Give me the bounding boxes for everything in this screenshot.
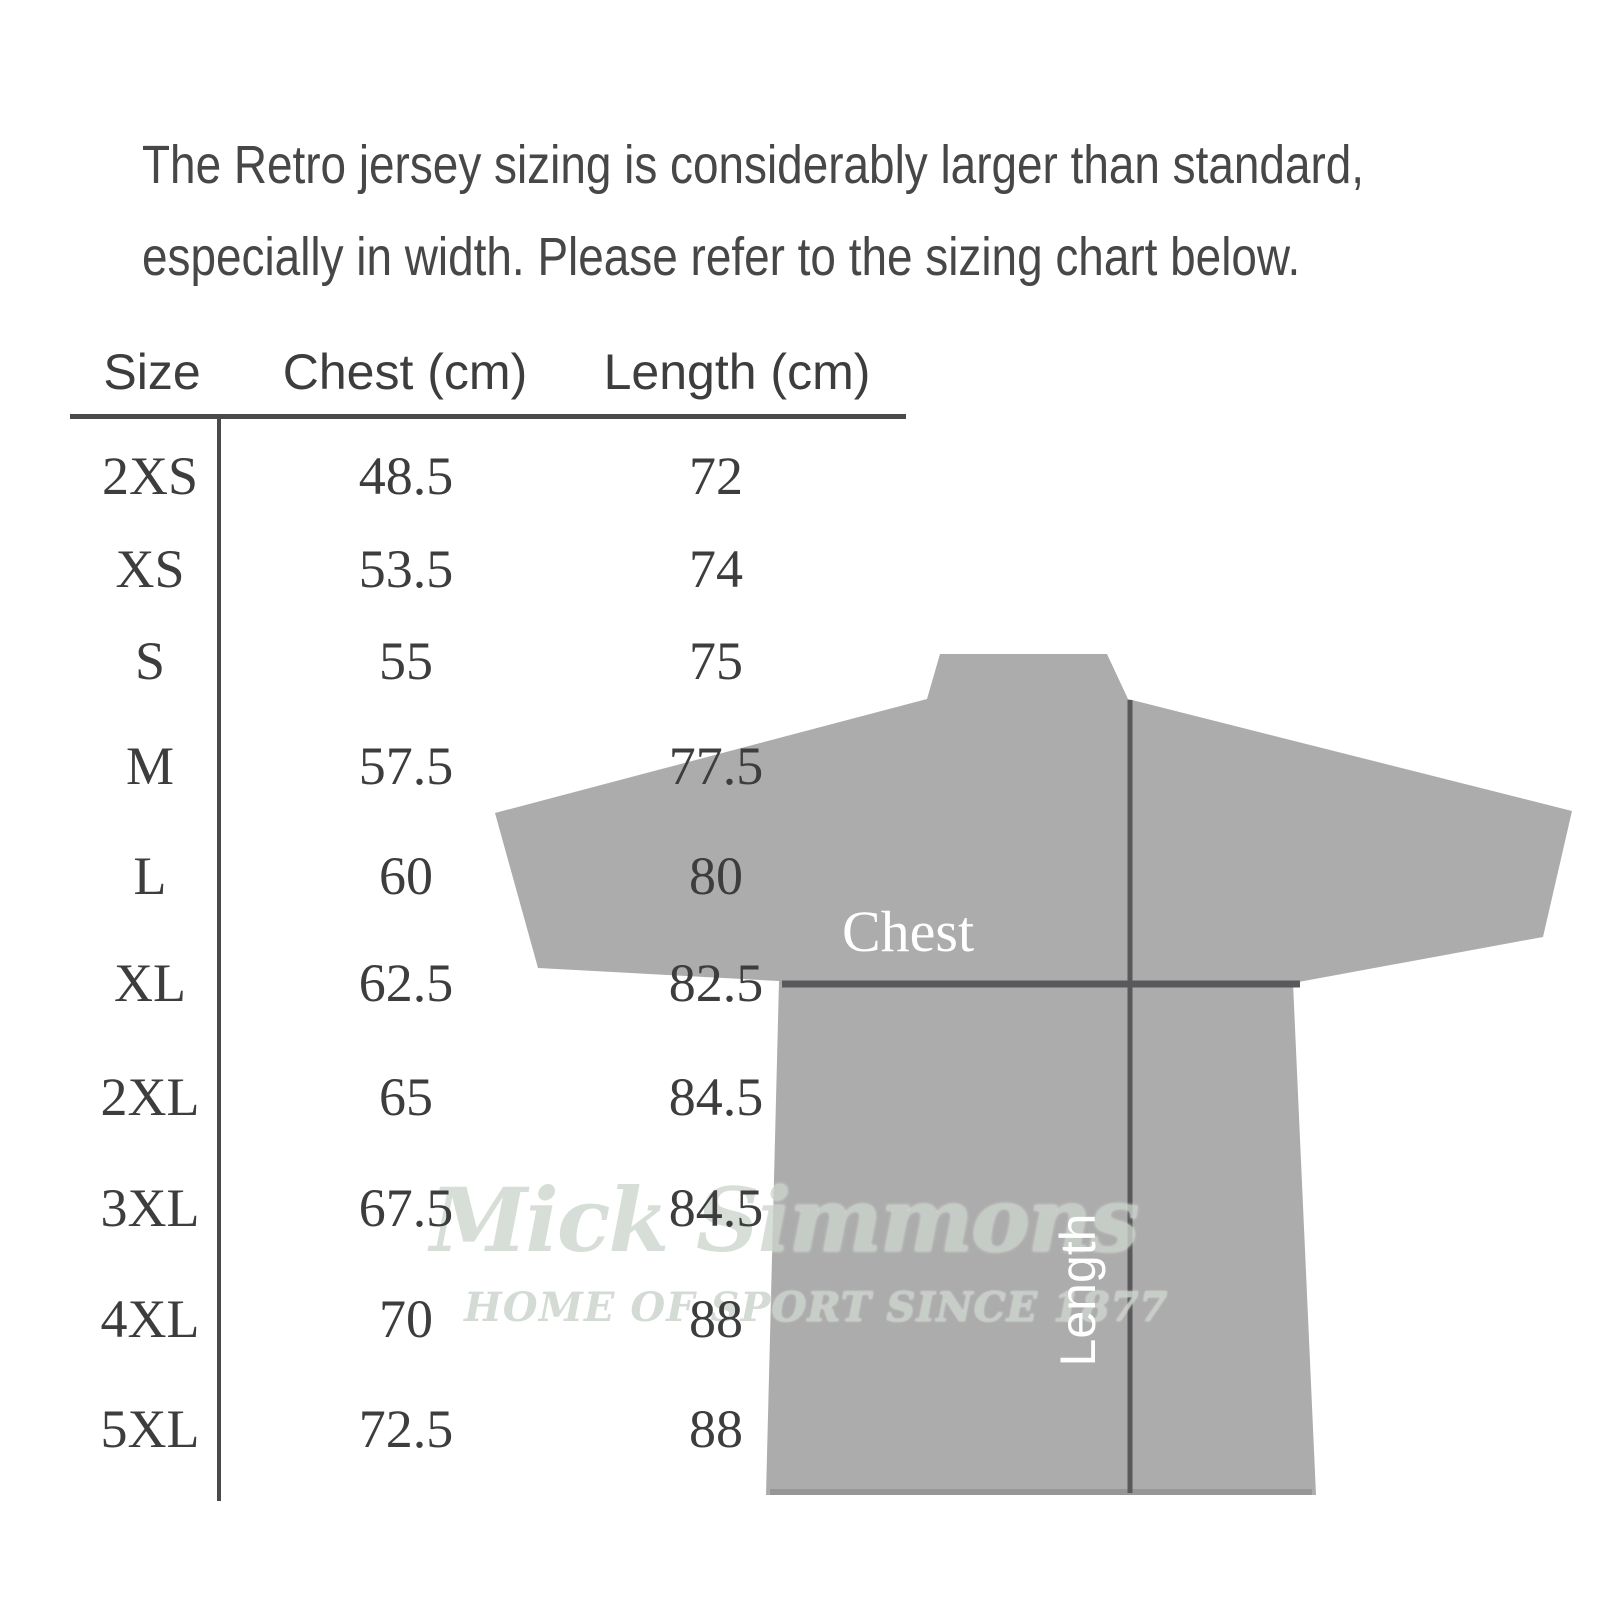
size-cell: 3XL xyxy=(100,1178,200,1238)
intro-paragraph: The Retro jersey sizing is considerably … xyxy=(142,119,1364,303)
table-divider-line xyxy=(217,419,221,1501)
watermark-tagline: HOME OF SPORT SINCE 1877 xyxy=(464,1284,1169,1331)
length-cell: 84.5 xyxy=(668,1178,764,1238)
size-cell: XL xyxy=(114,953,186,1013)
size-cell: 5XL xyxy=(100,1399,200,1459)
length-cell: 77.5 xyxy=(668,736,764,796)
header-chest: Chest (cm) xyxy=(282,344,528,400)
chest-cell: 55 xyxy=(379,631,433,691)
chest-cell: 67.5 xyxy=(358,1178,454,1238)
header-underline xyxy=(70,414,906,419)
chest-label: Chest xyxy=(842,899,975,964)
chest-cell: 72.5 xyxy=(358,1399,454,1459)
intro-line-2: especially in width. Please refer to the… xyxy=(142,227,1301,287)
chest-cell: 48.5 xyxy=(358,446,454,506)
chest-cell: 57.5 xyxy=(358,736,454,796)
length-cell: 72 xyxy=(689,446,743,506)
size-cell: 2XL xyxy=(100,1067,200,1127)
size-cell: M xyxy=(125,736,174,796)
length-cell: 75 xyxy=(689,631,743,691)
chest-cell: 53.5 xyxy=(358,539,454,599)
length-cell: 88 xyxy=(689,1289,743,1349)
header-size: Size xyxy=(103,344,201,400)
size-cell: XS xyxy=(115,539,185,599)
watermark-brand: Mick Simmons xyxy=(430,1168,1139,1272)
length-cell: 84.5 xyxy=(668,1067,764,1127)
length-label: Length xyxy=(1050,1213,1106,1367)
intro-line-1: The Retro jersey sizing is considerably … xyxy=(142,135,1365,195)
chest-cell: 62.5 xyxy=(358,953,454,1013)
chest-cell: 65 xyxy=(379,1067,433,1127)
size-cell: S xyxy=(134,631,166,691)
length-cell: 80 xyxy=(689,846,743,906)
chest-cell: 60 xyxy=(379,846,433,906)
length-cell: 88 xyxy=(689,1399,743,1459)
jersey-shape xyxy=(495,654,1572,1495)
length-cell: 82.5 xyxy=(668,953,764,1013)
header-length: Length (cm) xyxy=(603,344,871,400)
size-cell: 2XS xyxy=(101,446,199,506)
length-cell: 74 xyxy=(689,539,743,599)
size-cell: 4XL xyxy=(100,1289,200,1349)
size-cell: L xyxy=(133,846,167,906)
chest-cell: 70 xyxy=(379,1289,433,1349)
